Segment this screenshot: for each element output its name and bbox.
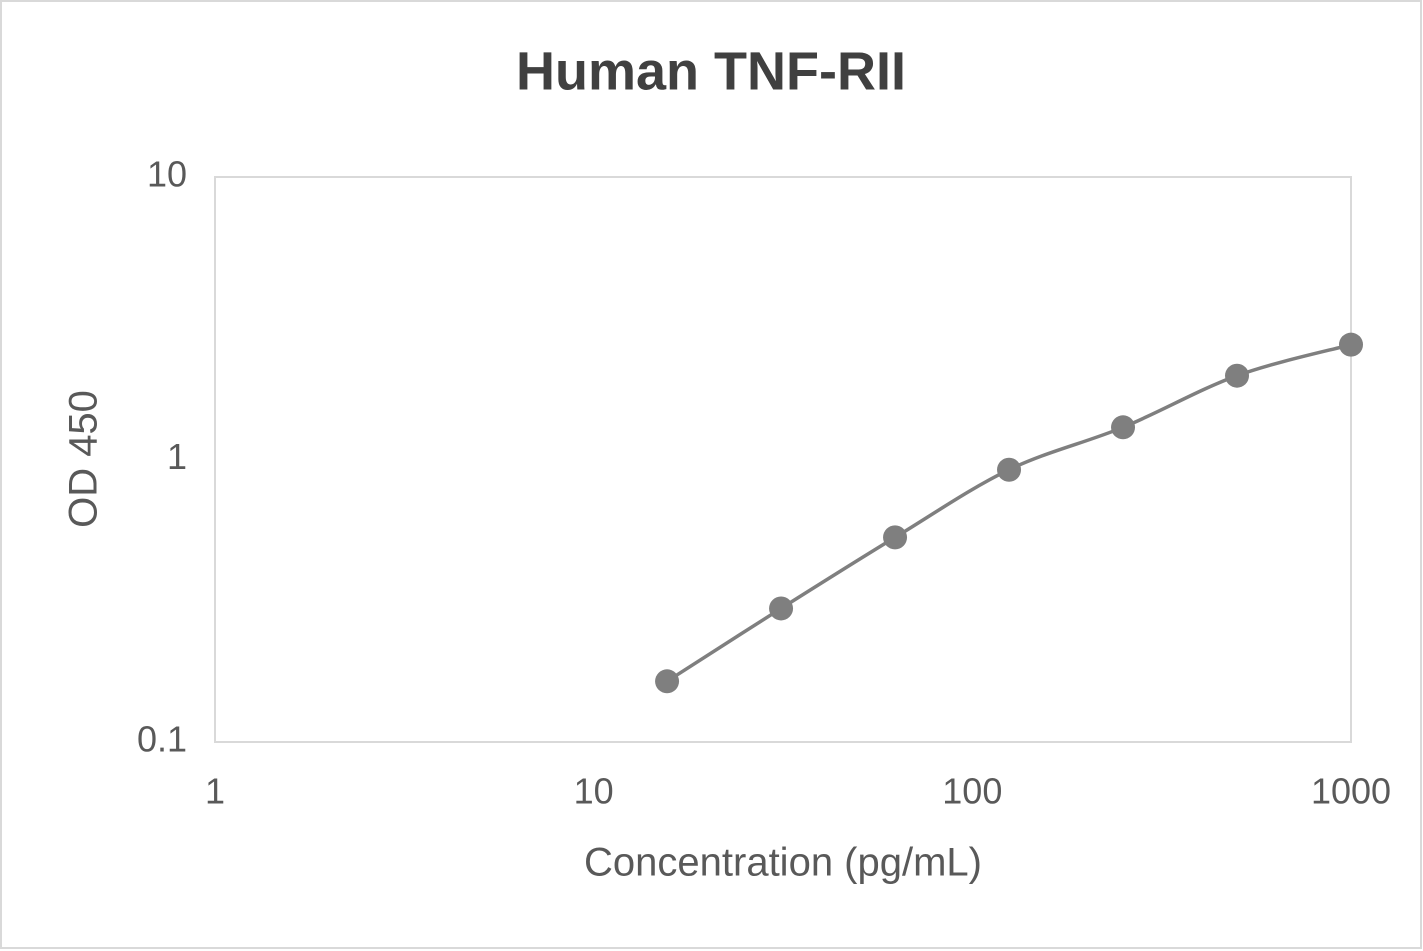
- y-tick-label: 0.1: [137, 719, 187, 760]
- x-tick-label: 10: [574, 771, 614, 812]
- y-tick-label: 1: [167, 436, 187, 477]
- data-point: [655, 669, 680, 694]
- data-point: [1111, 415, 1136, 440]
- x-tick-label: 100: [942, 771, 1002, 812]
- data-point: [883, 525, 908, 550]
- y-axis-label: OD 450: [62, 390, 106, 528]
- plot-area: [214, 176, 1352, 743]
- x-tick-label: 1000: [1311, 771, 1391, 812]
- y-tick-label: 10: [147, 154, 187, 195]
- x-axis-label: Concentration (pg/mL): [584, 841, 982, 885]
- data-point: [1339, 332, 1363, 357]
- x-tick-label: 1: [205, 771, 225, 812]
- data-point: [1225, 363, 1250, 388]
- chart-title: Human TNF-RII: [516, 41, 906, 101]
- data-point: [997, 457, 1022, 482]
- data-point: [769, 596, 794, 621]
